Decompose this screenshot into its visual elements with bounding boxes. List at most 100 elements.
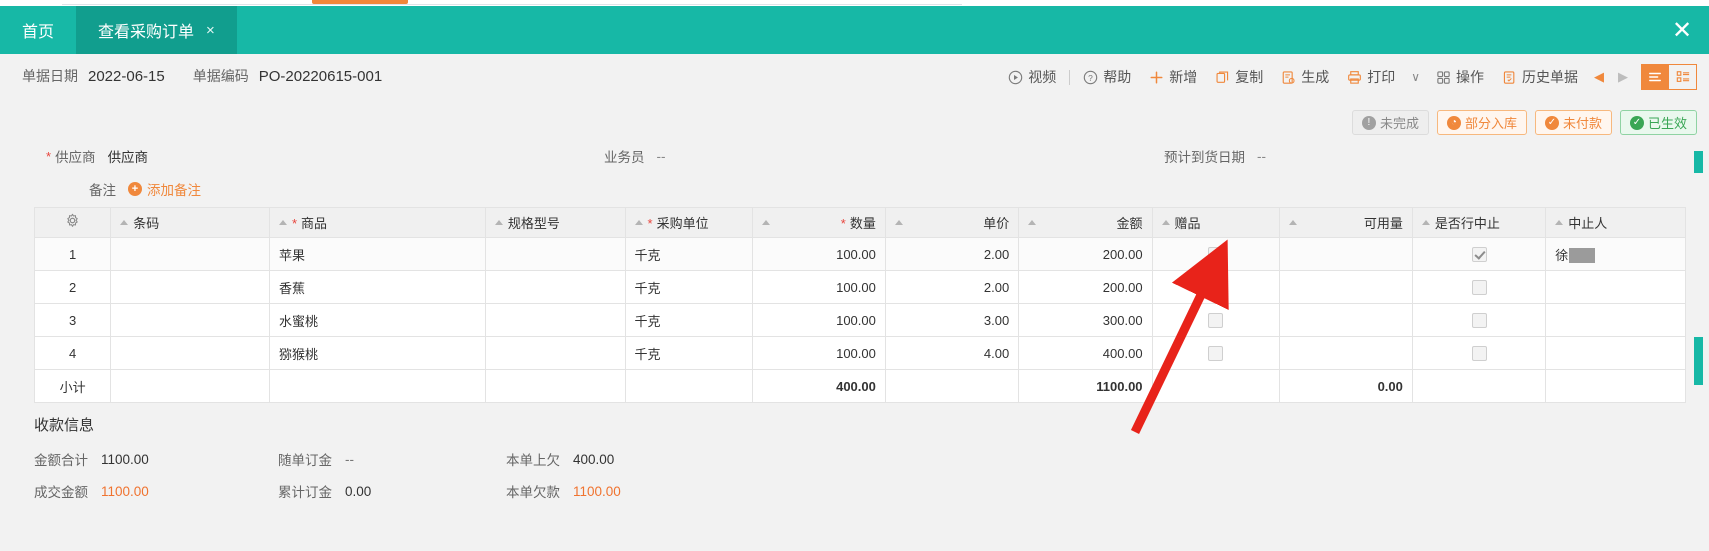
expected-date-field[interactable]: 预计到货日期 -- bbox=[1164, 146, 1266, 166]
cell-amount[interactable]: 300.00 bbox=[1018, 303, 1153, 337]
gift-checkbox[interactable] bbox=[1208, 247, 1224, 263]
tab-item-0[interactable]: 首页 bbox=[0, 6, 76, 54]
column-header-barcode[interactable]: 条码 bbox=[110, 207, 270, 238]
cell-idx[interactable]: 3 bbox=[33, 303, 112, 337]
row-stopped-checkbox[interactable] bbox=[1471, 346, 1487, 362]
cell-stopped[interactable] bbox=[1411, 336, 1547, 370]
cell-amount[interactable]: 400.00 bbox=[1018, 336, 1153, 370]
cell-avail[interactable] bbox=[1278, 336, 1413, 370]
column-header-idx[interactable] bbox=[33, 207, 112, 238]
cell-unit[interactable]: 千克 bbox=[624, 237, 753, 271]
cell-product[interactable]: 香蕉 bbox=[268, 270, 486, 304]
cell-price[interactable]: 4.00 bbox=[884, 336, 1020, 370]
cell-stopper[interactable] bbox=[1545, 303, 1686, 337]
list-view-button[interactable] bbox=[1641, 64, 1669, 90]
cell-gift[interactable] bbox=[1151, 270, 1280, 304]
window-close-button[interactable]: ✕ bbox=[1671, 16, 1693, 44]
column-header-unit[interactable]: * 采购单位 bbox=[624, 207, 753, 238]
table-row[interactable]: 4 猕猴桃 千克 100.00 4.00 400.00 bbox=[33, 336, 1686, 370]
add-button[interactable]: 新增 bbox=[1140, 67, 1206, 87]
salesperson-field[interactable]: 业务员 -- bbox=[604, 146, 666, 166]
cell-stopped[interactable] bbox=[1411, 303, 1547, 337]
sort-icon[interactable] bbox=[1555, 220, 1564, 225]
sort-icon[interactable] bbox=[761, 220, 770, 225]
help-button[interactable]: ? 帮助 bbox=[1074, 67, 1140, 87]
table-row[interactable]: 3 水蜜桃 千克 100.00 3.00 300.00 bbox=[33, 303, 1686, 337]
cell-product[interactable]: 猕猴桃 bbox=[268, 336, 486, 370]
sort-icon[interactable] bbox=[1028, 220, 1037, 225]
cell-spec[interactable] bbox=[484, 336, 626, 370]
cell-avail[interactable] bbox=[1278, 237, 1413, 271]
column-header-qty[interactable]: * 数量 bbox=[751, 207, 886, 238]
cell-qty[interactable]: 100.00 bbox=[751, 303, 886, 337]
cell-avail[interactable] bbox=[1278, 270, 1413, 304]
cell-idx[interactable]: 1 bbox=[33, 237, 112, 271]
add-remark-button[interactable]: + 添加备注 bbox=[128, 179, 201, 199]
sort-icon[interactable] bbox=[634, 220, 643, 225]
video-button[interactable]: 视频 bbox=[999, 67, 1065, 87]
column-header-spec[interactable]: 规格型号 bbox=[484, 207, 626, 238]
generate-button[interactable]: 生成 bbox=[1272, 67, 1338, 87]
cell-gift[interactable] bbox=[1151, 336, 1280, 370]
column-header-amount[interactable]: 金额 bbox=[1018, 207, 1153, 238]
sort-icon[interactable] bbox=[894, 220, 903, 225]
sort-icon[interactable] bbox=[1288, 220, 1297, 225]
cell-barcode[interactable] bbox=[110, 336, 270, 370]
side-panel-handle[interactable] bbox=[1694, 337, 1703, 385]
table-row[interactable]: 2 香蕉 千克 100.00 2.00 200.00 bbox=[33, 270, 1686, 304]
gift-checkbox[interactable] bbox=[1208, 313, 1224, 329]
cell-gift[interactable] bbox=[1151, 237, 1280, 271]
sort-icon[interactable] bbox=[1421, 220, 1430, 225]
sort-icon[interactable] bbox=[494, 220, 503, 225]
sort-icon[interactable] bbox=[278, 220, 287, 225]
print-button[interactable]: 打印 bbox=[1338, 67, 1404, 87]
cell-barcode[interactable] bbox=[110, 303, 270, 337]
cell-amount[interactable]: 200.00 bbox=[1018, 270, 1153, 304]
cell-spec[interactable] bbox=[484, 270, 626, 304]
column-header-product[interactable]: * 商品 bbox=[268, 207, 486, 238]
cell-unit[interactable]: 千克 bbox=[624, 270, 753, 304]
cell-price[interactable]: 2.00 bbox=[884, 270, 1020, 304]
cell-idx[interactable]: 4 bbox=[33, 336, 112, 370]
gear-icon[interactable] bbox=[65, 213, 80, 232]
cell-price[interactable]: 2.00 bbox=[884, 237, 1020, 271]
card-view-button[interactable] bbox=[1669, 64, 1697, 90]
cell-price[interactable]: 3.00 bbox=[884, 303, 1020, 337]
history-button[interactable]: 历史单据 bbox=[1493, 67, 1587, 87]
gift-checkbox[interactable] bbox=[1208, 346, 1224, 362]
cell-product[interactable]: 苹果 bbox=[268, 237, 486, 271]
cell-unit[interactable]: 千克 bbox=[624, 336, 753, 370]
next-record-arrow-icon[interactable]: ▶ bbox=[1618, 69, 1628, 84]
cell-barcode[interactable] bbox=[110, 237, 270, 271]
cell-gift[interactable] bbox=[1151, 303, 1280, 337]
copy-button[interactable]: 复制 bbox=[1206, 67, 1272, 87]
cell-stopped[interactable] bbox=[1411, 270, 1547, 304]
row-stopped-checkbox[interactable] bbox=[1471, 313, 1487, 329]
column-header-stopper[interactable]: 中止人 bbox=[1545, 207, 1686, 238]
tab-close-icon[interactable]: × bbox=[206, 21, 215, 39]
cell-product[interactable]: 水蜜桃 bbox=[268, 303, 486, 337]
side-panel-handle-secondary[interactable] bbox=[1694, 151, 1703, 173]
print-dropdown-caret-icon[interactable]: ∨ bbox=[1411, 70, 1420, 84]
cell-stopper[interactable] bbox=[1545, 336, 1686, 370]
cell-stopper[interactable]: 徐 bbox=[1545, 237, 1686, 271]
cell-unit[interactable]: 千克 bbox=[624, 303, 753, 337]
cell-qty[interactable]: 100.00 bbox=[751, 237, 886, 271]
cell-qty[interactable]: 100.00 bbox=[751, 336, 886, 370]
sort-icon[interactable] bbox=[120, 220, 129, 225]
prev-record-arrow-icon[interactable]: ◀ bbox=[1594, 69, 1604, 84]
supplier-field[interactable]: * 供应商 供应商 bbox=[46, 146, 148, 166]
sort-icon[interactable] bbox=[1161, 220, 1170, 225]
tab-item-1[interactable]: 查看采购订单 × bbox=[76, 6, 237, 54]
cell-stopped[interactable] bbox=[1411, 237, 1547, 271]
cell-spec[interactable] bbox=[484, 303, 626, 337]
row-stopped-checkbox[interactable] bbox=[1471, 247, 1487, 263]
operations-button[interactable]: 操作 bbox=[1427, 67, 1493, 87]
gift-checkbox[interactable] bbox=[1208, 280, 1224, 296]
cell-barcode[interactable] bbox=[110, 270, 270, 304]
cell-avail[interactable] bbox=[1278, 303, 1413, 337]
column-header-stopped[interactable]: 是否行中止 bbox=[1411, 207, 1547, 238]
cell-qty[interactable]: 100.00 bbox=[751, 270, 886, 304]
column-header-price[interactable]: 单价 bbox=[884, 207, 1020, 238]
column-header-avail[interactable]: 可用量 bbox=[1278, 207, 1413, 238]
